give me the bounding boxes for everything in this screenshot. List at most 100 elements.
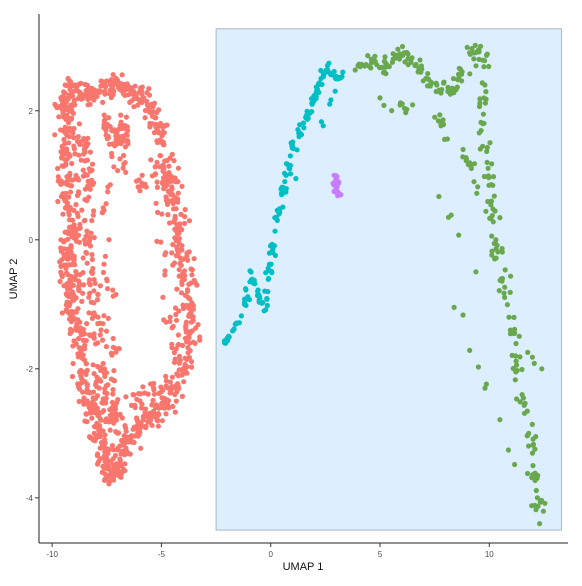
data-point	[175, 332, 181, 338]
data-point	[516, 333, 522, 339]
y-tick-label: -4	[26, 494, 34, 503]
data-point	[533, 434, 539, 440]
data-point	[87, 290, 93, 296]
data-point	[173, 311, 179, 318]
data-point	[91, 235, 97, 241]
data-point	[85, 135, 91, 141]
data-point	[103, 84, 109, 90]
data-point	[488, 198, 495, 204]
data-point	[169, 385, 175, 391]
data-point	[243, 287, 249, 293]
data-point	[135, 184, 141, 190]
data-point	[537, 521, 543, 527]
data-point	[174, 286, 180, 292]
data-point	[80, 389, 86, 395]
data-point	[102, 121, 108, 127]
data-point	[283, 172, 289, 178]
data-point	[131, 104, 137, 110]
data-point	[82, 158, 88, 164]
data-point	[111, 465, 117, 471]
data-point	[280, 204, 286, 210]
data-point	[105, 315, 111, 321]
data-point	[188, 359, 195, 365]
data-point	[537, 499, 544, 505]
data-point	[184, 356, 190, 363]
data-point	[176, 230, 182, 236]
data-point	[176, 367, 182, 373]
data-point	[521, 410, 528, 416]
data-point	[105, 189, 111, 195]
data-point	[158, 384, 164, 390]
data-point	[117, 156, 123, 162]
data-point	[489, 252, 495, 258]
data-point	[193, 280, 199, 286]
data-point	[119, 72, 125, 78]
data-point	[401, 50, 407, 56]
data-point	[152, 171, 158, 178]
data-point	[529, 354, 536, 360]
data-point	[166, 163, 172, 169]
data-point	[97, 332, 103, 338]
data-point	[167, 379, 173, 385]
data-point	[90, 362, 96, 368]
data-point	[497, 215, 503, 221]
data-point	[287, 166, 293, 172]
data-point	[519, 392, 525, 398]
data-point	[82, 171, 88, 177]
data-point	[377, 95, 383, 101]
data-point	[66, 303, 72, 309]
data-point	[163, 373, 169, 379]
data-point	[115, 430, 121, 436]
data-point	[173, 398, 179, 404]
data-point	[429, 80, 435, 86]
data-point	[60, 146, 66, 153]
data-point	[75, 88, 81, 94]
data-point	[283, 161, 289, 167]
data-point	[175, 342, 181, 348]
data-point	[68, 102, 74, 108]
data-point	[318, 75, 324, 82]
data-point	[242, 296, 248, 302]
data-point	[241, 301, 248, 307]
data-point	[90, 395, 96, 401]
data-point	[187, 296, 193, 302]
data-point	[59, 274, 65, 280]
data-point	[96, 411, 102, 417]
data-point	[54, 105, 60, 111]
data-point	[184, 250, 190, 256]
data-point	[170, 403, 176, 410]
data-point	[485, 165, 491, 171]
data-point	[150, 397, 156, 403]
data-point	[76, 94, 82, 100]
data-point	[331, 68, 337, 75]
data-point	[70, 343, 76, 349]
data-point	[157, 153, 163, 159]
data-point	[477, 96, 483, 102]
data-point	[291, 146, 297, 152]
data-point	[78, 345, 84, 351]
data-point	[143, 184, 149, 190]
data-point	[80, 290, 86, 296]
data-point	[109, 150, 115, 157]
data-point	[109, 352, 115, 358]
data-point	[176, 308, 182, 314]
data-point	[86, 166, 92, 172]
data-point	[171, 350, 177, 356]
data-point	[91, 409, 97, 415]
data-point	[416, 65, 422, 71]
data-point	[517, 354, 523, 360]
data-point	[525, 349, 531, 355]
data-point	[399, 101, 405, 107]
data-point	[164, 201, 171, 207]
data-point	[138, 445, 144, 451]
y-tick-label: -2	[26, 365, 34, 374]
data-point	[368, 56, 374, 62]
data-point	[473, 269, 479, 275]
data-point	[83, 411, 89, 417]
data-point	[107, 417, 113, 423]
data-point	[102, 373, 108, 379]
data-point	[75, 134, 81, 140]
data-point	[497, 417, 503, 423]
data-point	[390, 56, 396, 62]
data-point	[87, 101, 93, 107]
